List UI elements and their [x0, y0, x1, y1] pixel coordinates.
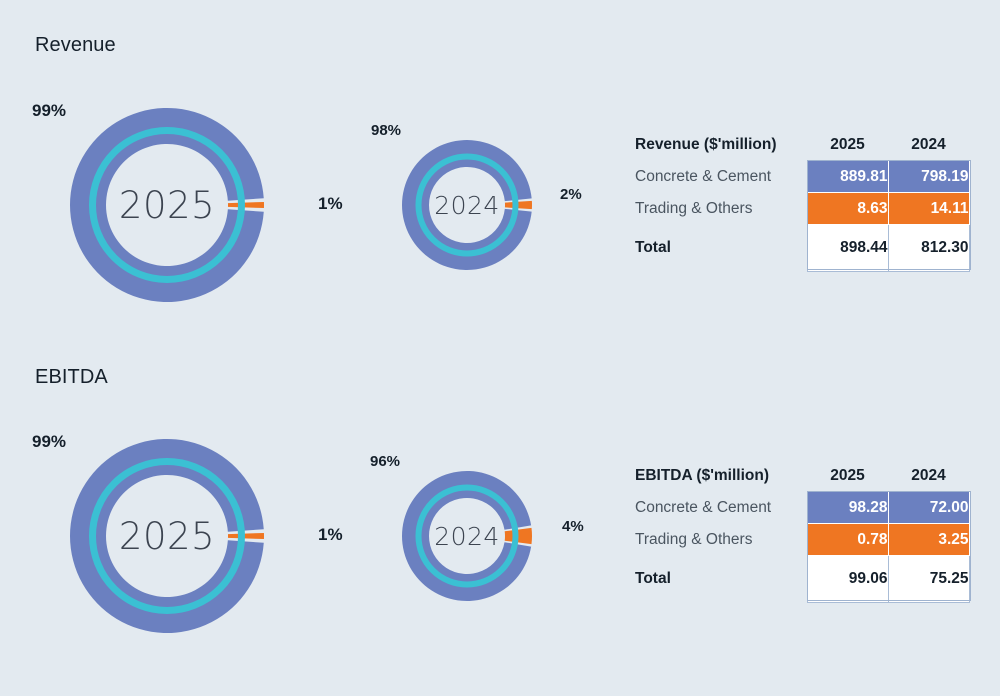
- donut-chart-revenue-2024: 2024: [388, 126, 546, 284]
- table-header-title: Revenue ($'million): [635, 135, 777, 153]
- table-header-year-2024: 2024: [911, 135, 946, 153]
- data-table-revenue: Revenue ($'million) 2025 2024 Concrete &…: [635, 129, 971, 272]
- donut-chart-ebitda-2024: 2024: [388, 457, 546, 615]
- segment-concrete-cement[interactable]: [69, 439, 264, 633]
- pct-label-ebitda-2024-major: 96%: [370, 453, 401, 470]
- row-label-concrete-cement: Concrete & Cement: [635, 167, 772, 185]
- cell-total-2025: 99.06: [806, 555, 889, 603]
- donut-svg-ebitda-2025: [69, 439, 264, 633]
- pct-label-revenue-2025-minor: 1%: [318, 194, 343, 213]
- table-header-year-2024: 2024: [911, 466, 946, 484]
- donut-outer-ring: [69, 439, 264, 633]
- table-header-year-2025: 2025: [830, 466, 865, 484]
- pct-label-ebitda-2025-major: 99%: [32, 432, 67, 451]
- table-row-total: Total 898.44 812.30: [635, 224, 970, 272]
- segment-trading-others[interactable]: [227, 201, 264, 209]
- row-label-concrete-cement: Concrete & Cement: [635, 498, 772, 516]
- cell-total-2024: 812.30: [887, 224, 970, 272]
- cell-concrete-cement-2025: 889.81: [806, 160, 889, 193]
- row-label-total: Total: [635, 570, 671, 587]
- table-row: Trading & Others 8.63 14.11: [635, 192, 970, 225]
- donut-outer-ring: [69, 108, 264, 302]
- donut-inner-accent-ring: [89, 127, 245, 283]
- table-header-row: Revenue ($'million) 2025 2024: [635, 129, 969, 161]
- pct-label-ebitda-2025-minor: 1%: [318, 525, 343, 544]
- segment-concrete-cement[interactable]: [69, 108, 264, 302]
- cell-total-2025: 898.44: [806, 224, 889, 272]
- table-ebitda: EBITDA ($'million) 2025 2024 Concrete & …: [635, 460, 970, 603]
- table-revenue: Revenue ($'million) 2025 2024 Concrete &…: [635, 129, 970, 272]
- row-label-trading-others: Trading & Others: [635, 199, 753, 217]
- table-header-row: EBITDA ($'million) 2025 2024: [635, 460, 969, 492]
- donut-svg-revenue-2025: [69, 108, 264, 302]
- donut-chart-ebitda-2025: 2025: [52, 421, 282, 651]
- donut-chart-revenue-2025: 2025: [52, 90, 282, 320]
- section-revenue: Revenue 2025 99% 1%: [32, 34, 971, 320]
- cell-concrete-cement-2024: 72.00: [887, 491, 970, 524]
- pct-label-ebitda-2024-minor: 4%: [562, 518, 584, 535]
- cell-concrete-cement-2025: 98.28: [806, 491, 889, 524]
- section-ebitda: EBITDA 2025 99% 1%: [0, 332, 1000, 696]
- donut-svg-ebitda-2024: [402, 471, 532, 601]
- donut-inner-accent-ring: [415, 484, 519, 588]
- cell-total-2024: 75.25: [887, 555, 970, 603]
- pct-label-revenue-2024-minor: 2%: [560, 186, 582, 203]
- cell-trading-others-2024: 14.11: [887, 192, 970, 225]
- cell-trading-others-2024: 3.25: [887, 523, 970, 556]
- cell-concrete-cement-2024: 798.19: [887, 160, 970, 193]
- table-header-year-2025: 2025: [830, 135, 865, 153]
- donut-svg-revenue-2024: [402, 140, 532, 270]
- section-title-ebitda: EBITDA: [35, 366, 108, 388]
- data-table-ebitda: EBITDA ($'million) 2025 2024 Concrete & …: [635, 460, 971, 603]
- donut-inner-accent-ring: [415, 153, 519, 257]
- row-label-trading-others: Trading & Others: [635, 530, 753, 548]
- segment-trading-others[interactable]: [227, 532, 264, 540]
- pct-label-revenue-2024-major: 98%: [371, 122, 402, 139]
- section-title-revenue: Revenue: [35, 34, 116, 56]
- cell-trading-others-2025: 8.63: [806, 192, 889, 225]
- table-row-total: Total 99.06 75.25: [635, 555, 970, 603]
- table-row: Trading & Others 0.78 3.25: [635, 523, 970, 556]
- pct-label-revenue-2025-major: 99%: [32, 101, 67, 120]
- table-row: Concrete & Cement 98.28 72.00: [635, 491, 970, 524]
- row-label-total: Total: [635, 239, 671, 256]
- donut-inner-accent-ring: [89, 458, 245, 614]
- table-row: Concrete & Cement 889.81 798.19: [635, 160, 970, 193]
- table-header-title: EBITDA ($'million): [635, 466, 769, 484]
- cell-trading-others-2025: 0.78: [806, 523, 889, 556]
